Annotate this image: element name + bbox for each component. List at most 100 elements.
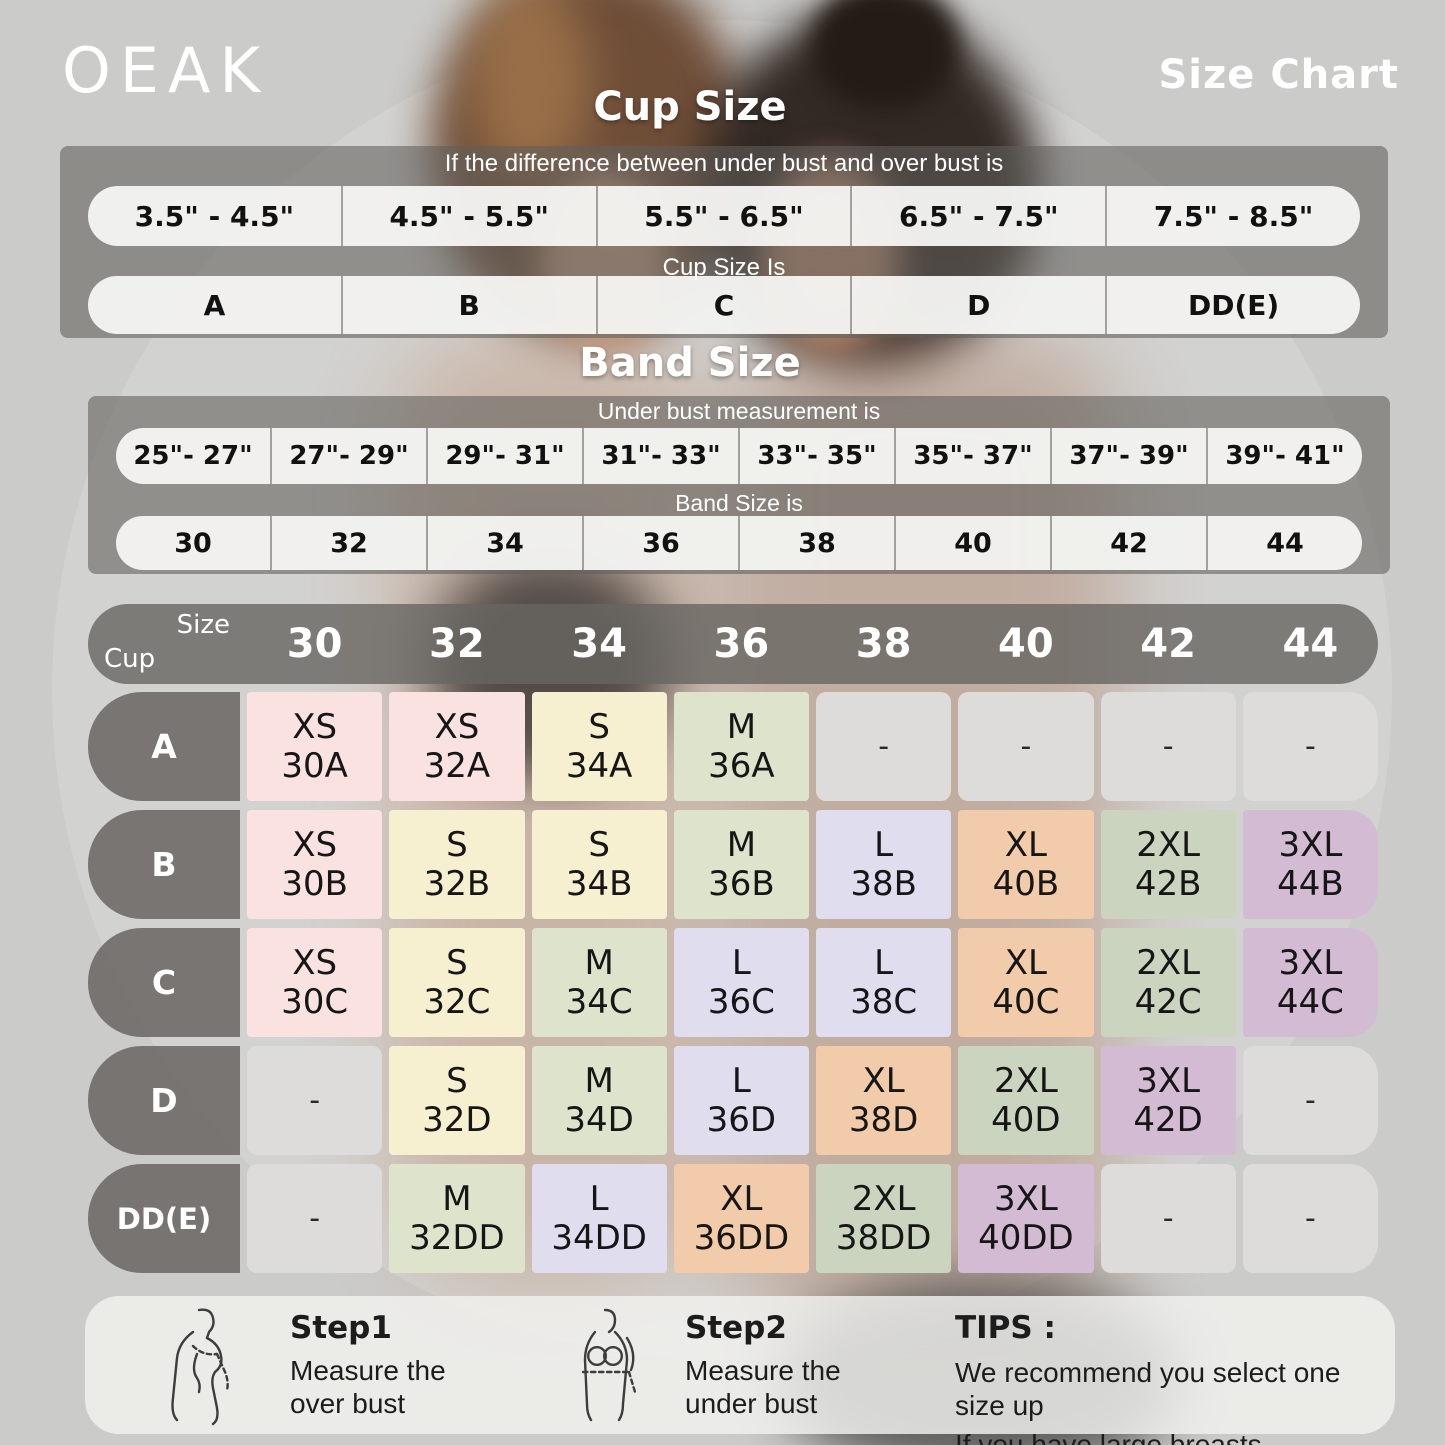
matrix-column-header: 38 [855, 621, 912, 667]
corner-cup-label: Cup [104, 644, 156, 674]
size-cell: S 34B [531, 810, 667, 919]
size-cell-code: 40C [992, 981, 1060, 1022]
size-cell-letter: 2XL [993, 1061, 1058, 1102]
size-cell-letter: 3XL [993, 1179, 1058, 1220]
size-cell-letter: S [446, 825, 468, 866]
matrix-corner-cell: Size Cup [88, 604, 240, 684]
matrix-row-label: DD(E) [88, 1164, 240, 1273]
cup-range-cell: 5.5" - 6.5" [595, 186, 851, 246]
size-cell-code: 30A [281, 745, 348, 786]
step1-text: Step1 Measure the over bust [290, 1310, 446, 1420]
size-cell: L 34DD [531, 1164, 667, 1273]
empty-cell: - [1242, 1164, 1378, 1273]
size-cell: M 34D [531, 1046, 667, 1155]
size-cell-letter: XL [862, 1061, 905, 1102]
empty-cell: - [247, 1164, 383, 1273]
matrix-column-header: 42 [1140, 621, 1196, 667]
size-cell: S 32C [389, 928, 525, 1037]
matrix-row: DD(E) - M 32DD L 34DD XL 36DD 2XL 38DD 3XL 40DD - - [88, 1164, 1378, 1273]
measure-under-bust-icon [581, 1308, 637, 1422]
band-range-cell: 25"- 27" [133, 441, 253, 471]
cup-size-section: If the difference between under bust and… [60, 146, 1388, 338]
step2-line1: Measure the [685, 1355, 841, 1386]
size-cell: XS 30C [247, 928, 383, 1037]
size-cell-letter: XS [292, 825, 338, 866]
size-cell: S 32D [389, 1046, 525, 1155]
band-range-cell: 29"- 31" [426, 428, 582, 484]
size-cell-letter: XS [434, 707, 480, 748]
band-result-label: Band Size is [675, 490, 803, 516]
size-matrix: Size Cup 30 32 34 36 38 40 42 44 A XS 30A XS 32A S 34… [88, 604, 1378, 1282]
tips-line1: We recommend you select one size up [955, 1357, 1341, 1422]
tips-block: TIPS : We recommend you select one size … [955, 1310, 1395, 1445]
size-cell: XL 38D [816, 1046, 952, 1155]
size-cell: L 36C [673, 928, 809, 1037]
measure-over-bust-icon [171, 1308, 229, 1426]
size-cell-code: 38B [850, 863, 917, 904]
band-size-cell: 38 [738, 516, 894, 570]
step2-text: Step2 Measure the under bust [685, 1310, 841, 1420]
band-size-cell: 42 [1050, 516, 1206, 570]
cup-letter-row: A B C D DD(E) [88, 276, 1360, 334]
size-cell: S 34A [531, 692, 667, 801]
size-cell-letter: XS [292, 943, 338, 984]
matrix-row: B XS 30B S 32B S 34B M 36B L 38B XL 40B 2XL 42B 3XL 44B [88, 810, 1378, 919]
step2-label: Step2 [685, 1310, 787, 1346]
size-cell-letter: M [726, 825, 757, 866]
size-cell: S 32B [389, 810, 525, 919]
cup-range-cell: 6.5" - 7.5" [850, 186, 1105, 246]
matrix-column-header: 40 [998, 621, 1054, 667]
band-range-cell: 37"- 39" [1050, 428, 1206, 484]
size-cell-code: 30B [281, 863, 348, 904]
size-cell-letter: L [731, 1061, 751, 1102]
size-cell: XL 40C [958, 928, 1094, 1037]
matrix-row-label: A [88, 692, 240, 801]
size-cell-code: 34DD [551, 1217, 647, 1258]
size-cell: L 36D [673, 1046, 809, 1155]
size-cell: XL 36DD [673, 1164, 809, 1273]
size-cell-letter: XL [1004, 825, 1047, 866]
corner-size-label: Size [176, 610, 230, 640]
cup-range-cell: 7.5" - 8.5" [1105, 186, 1360, 246]
band-size-cell: 36 [582, 516, 738, 570]
size-cell: 2XL 40D [958, 1046, 1094, 1155]
cup-size-heading: Cup Size [593, 84, 787, 130]
size-cell-letter: 3XL [1278, 943, 1343, 984]
size-cell-code: 42D [1133, 1099, 1203, 1140]
size-cell-letter: S [588, 825, 610, 866]
size-cell-code: 36A [708, 745, 775, 786]
band-condition-label: Under bust measurement is [597, 398, 881, 424]
size-cell-code: 44C [1276, 981, 1344, 1022]
empty-cell: - [1242, 1046, 1378, 1155]
size-cell-letter: 2XL [1136, 943, 1201, 984]
band-size-section: Under bust measurement is 25"- 27" 27"- 2… [88, 396, 1390, 574]
band-range-cell: 33"- 35" [738, 428, 894, 484]
matrix-row: D - S 32D M 34D L 36D XL 38D 2XL 40D 3XL 42D - [88, 1046, 1378, 1155]
size-cell-letter: XS [292, 707, 338, 748]
size-cell-letter: L [874, 943, 894, 984]
cup-letter-cell: D [850, 276, 1105, 334]
band-size-cell: 32 [270, 516, 426, 570]
size-cell-code: 32C [423, 981, 491, 1022]
size-cell-letter: M [726, 707, 757, 748]
matrix-row-label: C [88, 928, 240, 1037]
size-cell: XS 32A [389, 692, 525, 801]
band-size-cell: 30 [174, 527, 212, 559]
size-cell: M 36B [673, 810, 809, 919]
size-cell-code: 32B [423, 863, 491, 904]
band-range-cell: 35"- 37" [894, 428, 1050, 484]
empty-cell: - [1242, 692, 1378, 801]
empty-cell: - [958, 692, 1094, 801]
photo-hair-bun [810, 0, 960, 110]
size-cell: 3XL 40DD [958, 1164, 1094, 1273]
size-cell-letter: S [446, 1061, 468, 1102]
band-range-cell: 27"- 29" [270, 428, 426, 484]
size-cell-letter: L [874, 825, 894, 866]
size-cell-letter: S [446, 943, 468, 984]
tips-line2: If you have large breasts. [955, 1429, 1270, 1445]
size-cell: XS 30B [247, 810, 383, 919]
size-cell-letter: L [589, 1179, 609, 1220]
size-cell-code: 34B [565, 863, 633, 904]
size-cell: XS 30A [247, 692, 383, 801]
size-cell: 2XL 42B [1100, 810, 1236, 919]
